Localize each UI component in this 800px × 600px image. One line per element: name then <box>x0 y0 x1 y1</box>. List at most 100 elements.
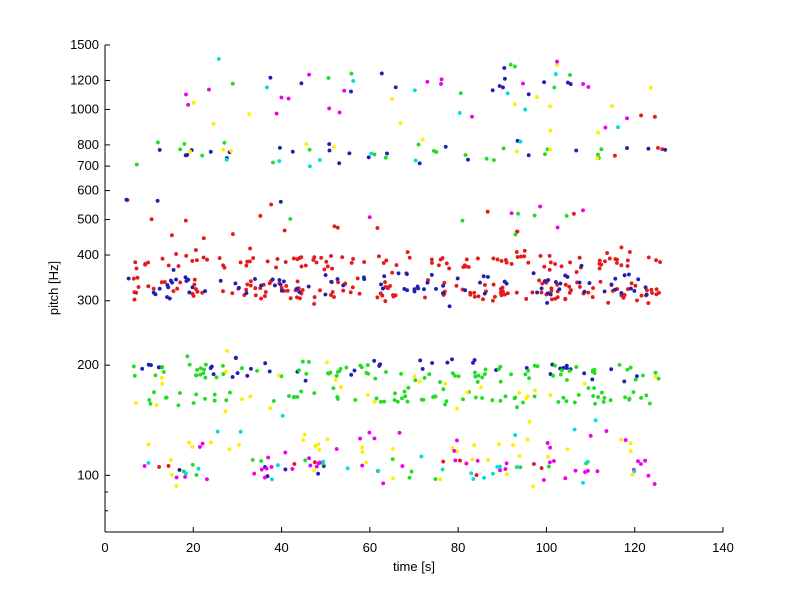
data-point <box>253 286 258 291</box>
data-point <box>171 289 176 294</box>
data-point <box>535 364 540 369</box>
data-point <box>327 106 332 111</box>
data-point <box>546 278 551 283</box>
data-point <box>166 285 171 290</box>
data-point <box>403 394 408 399</box>
data-point <box>282 228 287 233</box>
data-point <box>355 276 360 281</box>
data-point <box>525 437 530 442</box>
data-point <box>639 113 644 118</box>
data-point <box>202 396 207 401</box>
data-point <box>338 385 343 390</box>
data-point <box>518 465 523 470</box>
data-point <box>264 85 269 90</box>
data-point <box>460 218 465 223</box>
data-point <box>482 372 487 377</box>
data-point <box>132 373 137 378</box>
data-point <box>532 394 537 399</box>
data-point <box>581 480 586 485</box>
data-point <box>154 403 159 408</box>
data-point <box>177 391 182 396</box>
data-point <box>400 396 405 401</box>
data-point <box>441 459 446 464</box>
data-point <box>323 292 328 297</box>
data-point <box>603 125 608 130</box>
data-point <box>441 283 446 288</box>
data-point <box>157 464 162 469</box>
data-point <box>538 253 543 258</box>
data-point <box>464 257 469 262</box>
data-point <box>332 295 337 300</box>
data-point <box>382 274 387 279</box>
data-point <box>597 266 602 271</box>
data-point <box>326 75 331 80</box>
data-point <box>558 372 563 377</box>
data-point <box>349 260 354 265</box>
data-point <box>245 282 250 287</box>
data-point <box>365 392 370 397</box>
data-point <box>353 397 358 402</box>
data-point <box>222 265 227 270</box>
data-point <box>649 287 654 292</box>
data-point <box>542 80 547 85</box>
data-point <box>468 290 473 295</box>
data-point <box>316 442 321 447</box>
data-point <box>299 264 304 269</box>
data-point <box>526 368 531 373</box>
data-point <box>328 293 333 298</box>
data-point <box>253 293 258 298</box>
data-point <box>565 80 570 85</box>
x-axis-ticks: 0 20 40 60 80 100 120 140 <box>101 527 734 555</box>
data-point <box>290 149 295 154</box>
data-point <box>284 283 289 288</box>
data-point <box>393 85 398 90</box>
data-point <box>364 460 369 465</box>
data-point <box>514 149 519 154</box>
data-point <box>412 287 417 292</box>
data-point <box>535 95 540 100</box>
data-point <box>471 360 476 365</box>
data-point <box>151 390 156 395</box>
data-point <box>495 464 500 469</box>
data-point <box>287 394 292 399</box>
data-point <box>625 258 630 263</box>
data-point <box>454 438 459 443</box>
data-point <box>299 389 304 394</box>
data-point <box>358 363 363 368</box>
data-point <box>164 395 169 400</box>
data-point <box>386 285 391 290</box>
data-point <box>519 254 524 259</box>
data-point <box>526 260 531 265</box>
data-point <box>640 373 645 378</box>
data-point <box>531 271 536 276</box>
data-point <box>372 436 377 441</box>
data-point <box>301 438 306 443</box>
data-point <box>555 59 560 64</box>
data-point <box>628 449 633 454</box>
data-point <box>406 385 411 390</box>
data-point <box>569 288 574 293</box>
data-point <box>151 290 156 295</box>
data-point <box>146 284 151 289</box>
data-point <box>492 294 497 299</box>
axes <box>104 45 723 533</box>
data-point <box>518 139 523 144</box>
data-point <box>548 393 553 398</box>
data-point <box>547 460 552 465</box>
data-point <box>325 437 330 442</box>
data-point <box>342 88 347 93</box>
data-point <box>229 148 234 153</box>
data-point <box>574 270 579 275</box>
data-point <box>225 348 230 353</box>
data-point <box>304 142 309 147</box>
data-point <box>220 289 225 294</box>
data-point <box>412 88 417 93</box>
data-point <box>619 291 624 296</box>
data-point <box>212 398 217 403</box>
data-point <box>509 261 514 266</box>
data-point <box>501 146 506 151</box>
data-point <box>513 232 518 237</box>
data-point <box>135 275 140 280</box>
data-point <box>325 264 330 269</box>
data-point <box>324 259 329 264</box>
